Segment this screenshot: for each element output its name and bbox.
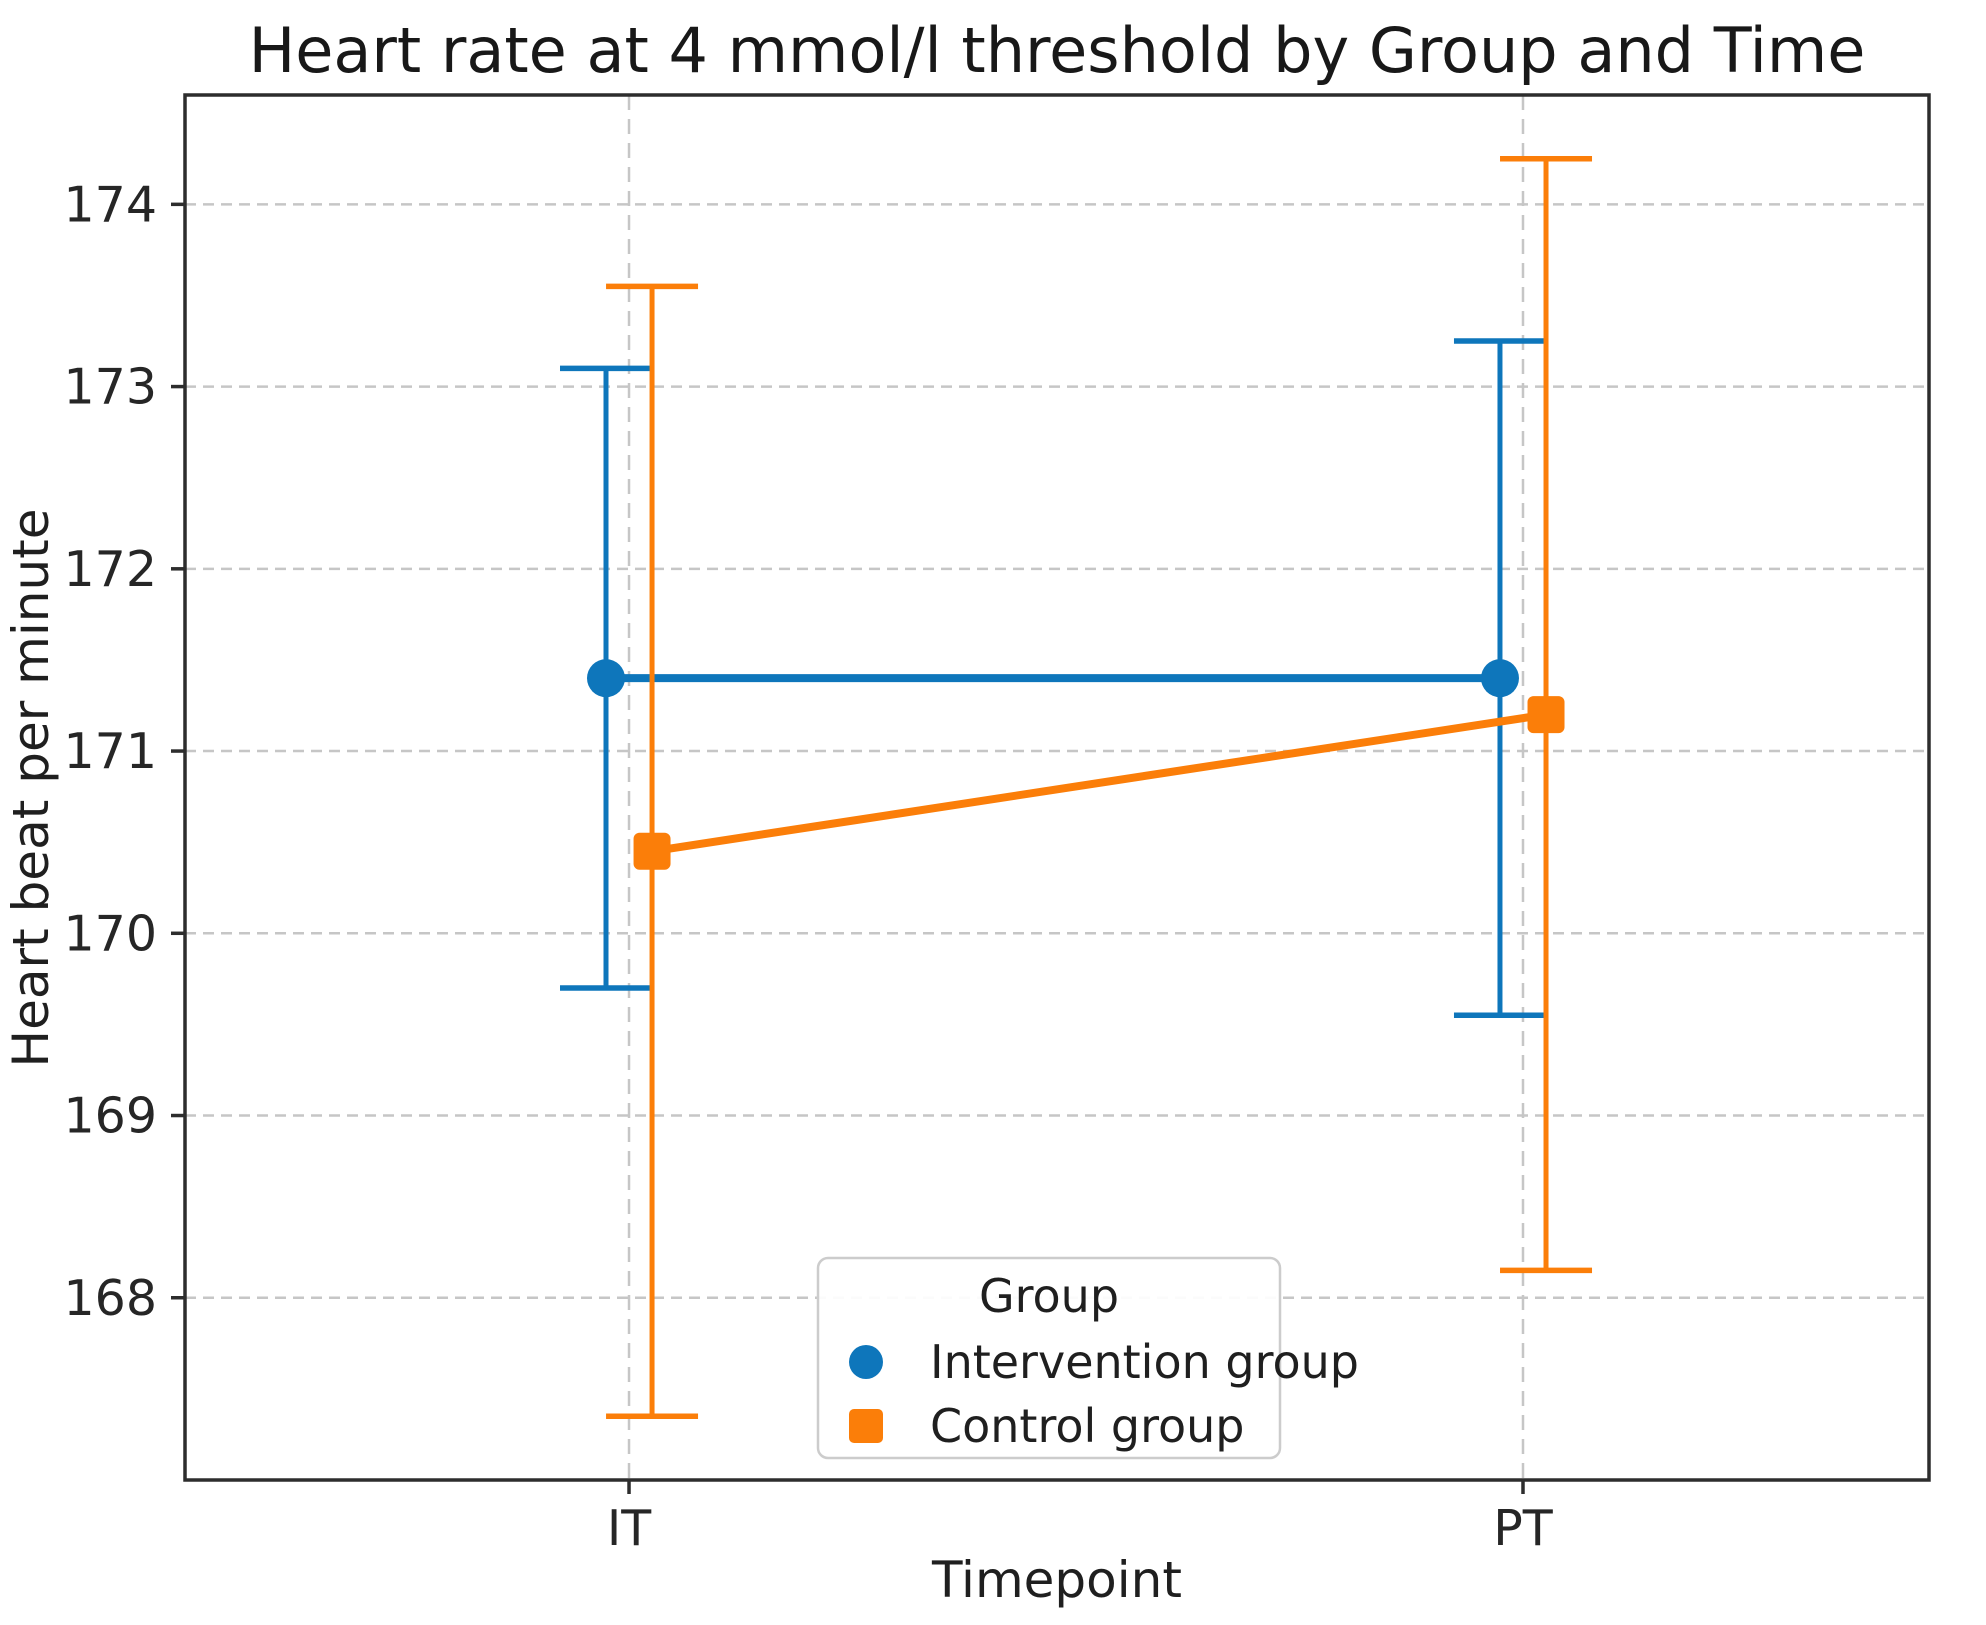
gridlines-layer: [185, 95, 1929, 1480]
y-tick-label: 169: [63, 1088, 157, 1145]
data-point-marker: [1480, 659, 1519, 698]
legend-item-intervention: Intervention group: [849, 1335, 1359, 1389]
plot-border: [183, 93, 1931, 1482]
legend-box: [816, 1256, 1282, 1460]
y-tick-label: 171: [63, 723, 157, 780]
legend-item-label: Intervention group: [930, 1335, 1359, 1389]
series-intervention: [560, 338, 1546, 1019]
data-series-layer: [560, 156, 1593, 1419]
data-point-marker: [633, 832, 671, 870]
y-tick-label: 174: [63, 176, 157, 233]
legend-item-control: Control group: [849, 1399, 1245, 1453]
x-axis-label: Timepoint: [931, 1551, 1182, 1609]
data-point-marker: [1527, 696, 1565, 734]
legend: Group Intervention group Control group: [816, 1256, 1359, 1460]
y-tick-label: 172: [63, 541, 157, 598]
data-point-marker: [587, 659, 626, 698]
x-tick-label: PT: [1493, 1500, 1554, 1557]
series-line: [651, 710, 1547, 856]
y-tick-label: 170: [63, 905, 157, 962]
series-control: [606, 156, 1593, 1419]
x-tick-label: IT: [607, 1500, 652, 1557]
legend-title: Group: [979, 1269, 1119, 1323]
y-tick-label: 168: [63, 1270, 157, 1327]
square-icon: [849, 1409, 883, 1443]
y-axis-label: Heart beat per minute: [2, 509, 60, 1068]
y-tick-label: 173: [63, 359, 157, 416]
axis-ticks-layer: 168 169 170 171 172 173 174 IT PT: [63, 176, 1553, 1557]
legend-item-label: Control group: [930, 1399, 1245, 1453]
circle-icon: [849, 1345, 883, 1379]
chart-title: Heart rate at 4 mmol/l threshold by Grou…: [249, 14, 1866, 87]
